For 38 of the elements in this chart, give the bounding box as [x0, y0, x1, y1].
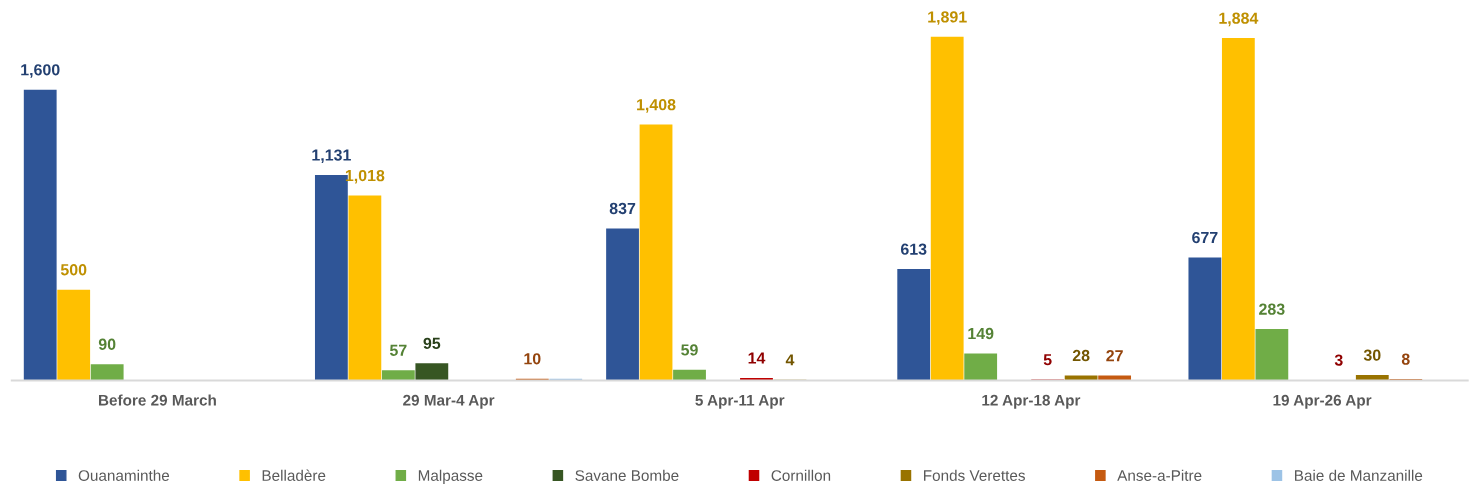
- legend-label: Malpasse: [418, 469, 483, 484]
- data-label: 613: [900, 243, 927, 255]
- data-label: 1,884: [1219, 12, 1259, 27]
- x-tick-label: 29 Mar-4 Apr: [403, 394, 495, 409]
- x-tick-label: 12 Apr-18 Apr: [982, 394, 1081, 409]
- legend-label: Fonds Verettes: [924, 469, 1025, 481]
- data-label: 5: [1043, 354, 1052, 366]
- data-label: 27: [1106, 350, 1123, 362]
- x-tick-label: 19 Apr-26 Apr: [1273, 394, 1372, 409]
- data-label: 57: [389, 344, 407, 356]
- data-label: 28: [1072, 349, 1090, 362]
- data-label: 837: [609, 202, 636, 215]
- data-label: 149: [968, 327, 994, 340]
- legend-label: Ouanaminthe: [78, 469, 170, 481]
- x-tick-label: 5 Apr-11 Apr: [695, 394, 785, 409]
- data-label: 677: [1192, 231, 1218, 244]
- data-label: 59: [681, 344, 698, 356]
- legend-label: Baie de Manzanille: [1295, 469, 1423, 481]
- data-label: 1,600: [21, 64, 60, 78]
- data-label: 1,131: [312, 149, 351, 164]
- data-label: 10: [524, 353, 541, 365]
- data-label: 30: [1363, 349, 1381, 361]
- data-label: 95: [423, 337, 441, 349]
- x-tick-label: Before 29 March: [99, 394, 216, 406]
- data-label: 1,018: [345, 169, 385, 184]
- data-label: 3: [1334, 354, 1343, 366]
- data-label: 500: [60, 264, 87, 276]
- legend-label: Anse-a-Pitre: [1117, 469, 1202, 481]
- data-label: 1,891: [928, 11, 967, 25]
- data-label: 1,408: [637, 99, 676, 113]
- legend-label: Savane Bombe: [575, 469, 679, 481]
- data-label: 8: [1401, 353, 1410, 365]
- legend-label: Belladère: [262, 469, 326, 481]
- legend-label: Cornillon: [771, 469, 831, 481]
- data-label: 90: [98, 338, 116, 350]
- data-label: 14: [748, 352, 766, 364]
- data-label: 4: [785, 354, 795, 366]
- data-label: 283: [1259, 303, 1285, 315]
